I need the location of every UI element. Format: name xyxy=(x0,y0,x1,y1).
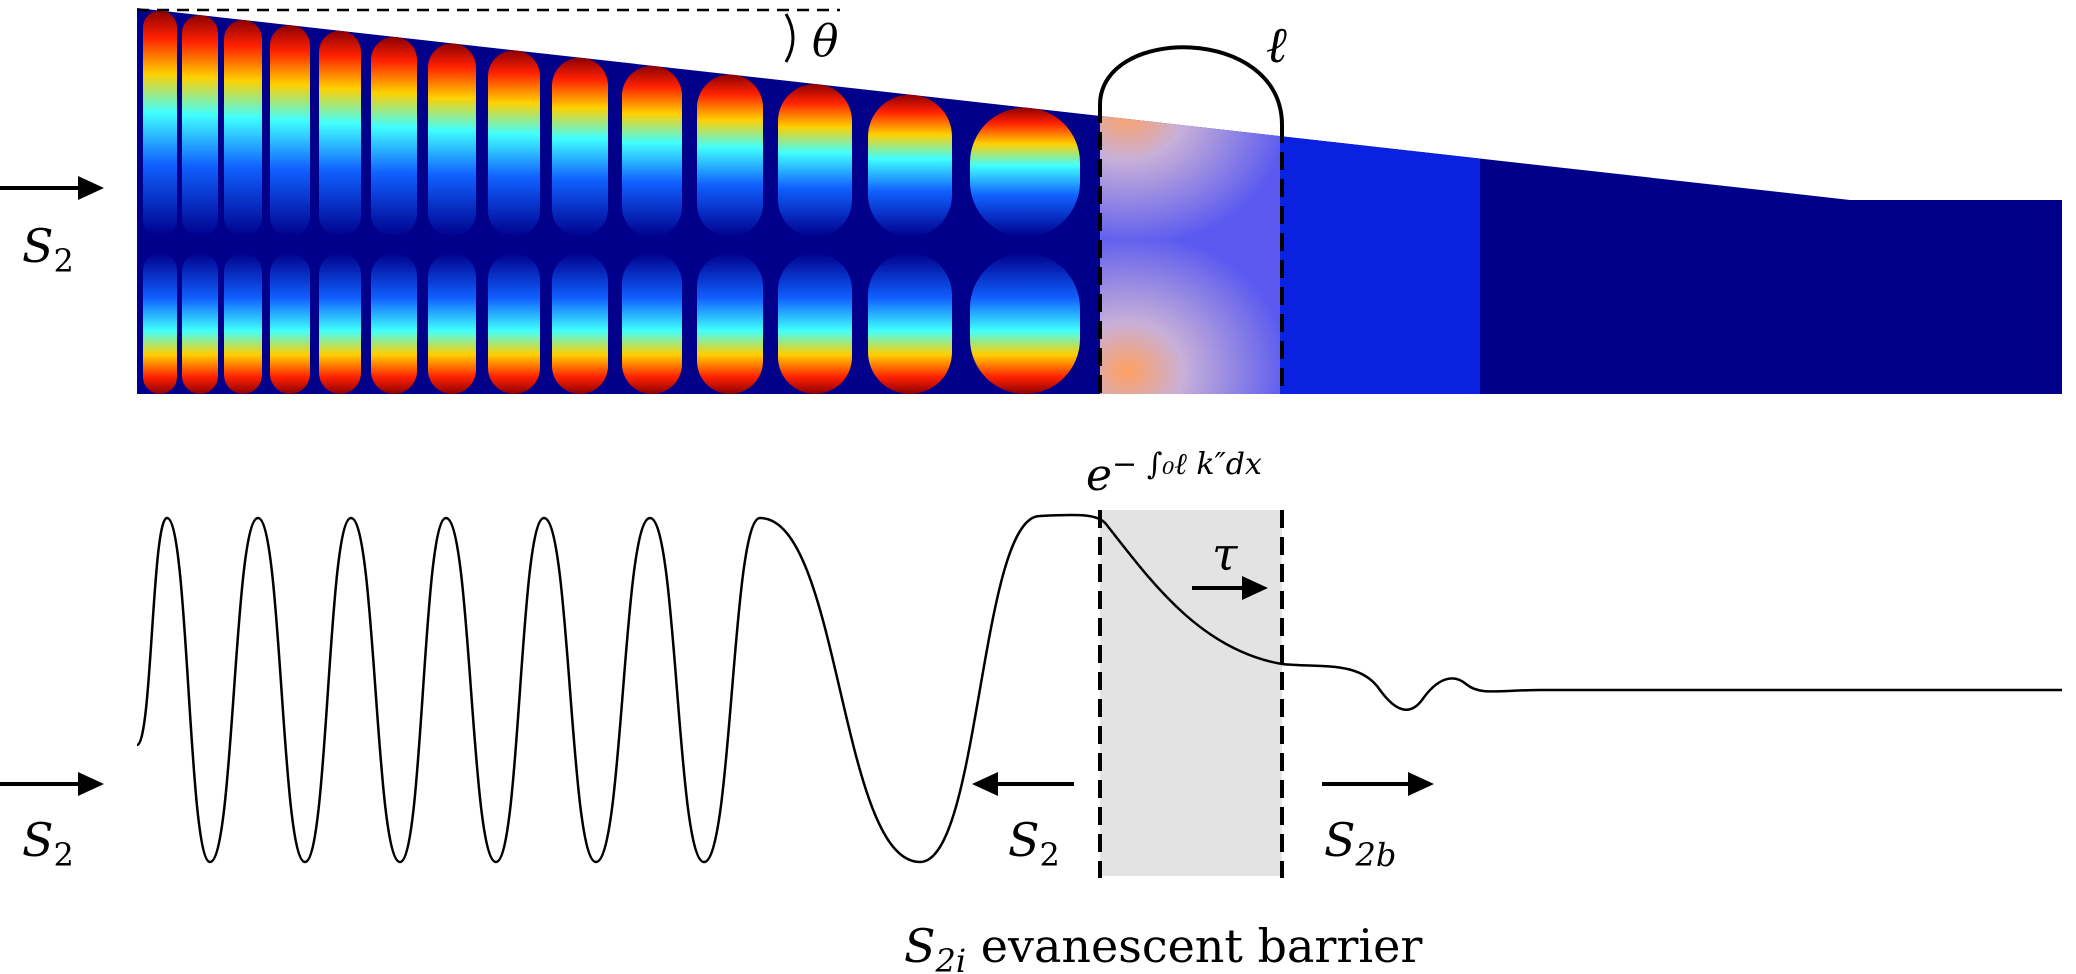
field-lobe-lower xyxy=(182,253,218,394)
field-lobe-lower xyxy=(270,253,310,394)
decay-factor-label: e− ∫₀ℓ k″dx xyxy=(1086,447,1262,501)
field-lobe-upper xyxy=(182,15,218,238)
input-mode-label-top: S2 xyxy=(22,219,74,280)
barrier-caption: S2i evanescent barrier xyxy=(904,919,1422,974)
right-arrow-icon xyxy=(1322,772,1434,796)
field-lobe-lower xyxy=(428,253,476,394)
field-lobe-lower xyxy=(868,253,952,394)
barrier-field-bottom-lobe xyxy=(1100,240,1280,394)
field-lobe-upper xyxy=(697,74,763,237)
transmitted-field-region xyxy=(1280,120,1480,394)
field-lobe-lower xyxy=(622,253,682,394)
input-mode-label-bottom: S2 xyxy=(22,813,74,874)
right-arrow-icon xyxy=(0,772,104,796)
field-lobe-upper xyxy=(552,57,608,237)
field-lobe-upper xyxy=(970,107,1080,238)
field-lobe-upper xyxy=(270,25,310,237)
tunneling-time-label: τ xyxy=(1212,527,1239,581)
right-arrow-icon xyxy=(1192,576,1268,600)
field-lobe-lower xyxy=(371,253,417,394)
right-arrow-icon xyxy=(0,176,104,200)
field-lobe-upper xyxy=(778,83,852,237)
angle-arc xyxy=(784,13,795,63)
length-arc xyxy=(1098,45,1284,126)
reflected-mode-label: S2 xyxy=(1008,813,1060,874)
field-lobe-upper xyxy=(622,65,682,237)
field-lobe-upper xyxy=(488,50,540,237)
evanescent-barrier-region xyxy=(1100,510,1282,876)
left-arrow-icon xyxy=(972,772,1074,796)
field-lobe-upper xyxy=(224,19,262,238)
field-lobe-lower xyxy=(778,253,852,394)
field-lobe-lower xyxy=(319,253,361,394)
mode-amplitude-curve xyxy=(135,513,2062,864)
field-lobe-lower xyxy=(697,253,763,394)
transmitted-mode-label: S2b xyxy=(1324,813,1396,874)
field-lobe-upper xyxy=(319,30,361,237)
field-lobe-upper xyxy=(868,94,952,237)
field-lobe-lower xyxy=(143,253,177,394)
field-lobe-lower xyxy=(488,253,540,394)
field-lobe-lower xyxy=(970,253,1080,394)
length-label: ℓ xyxy=(1266,16,1287,74)
angle-label: θ xyxy=(812,16,839,67)
field-lobe-upper xyxy=(428,43,476,237)
barrier-field-top-lobe xyxy=(1100,90,1280,240)
field-lobe-lower xyxy=(224,253,262,394)
field-lobe-lower xyxy=(552,253,608,394)
field-lobe-upper xyxy=(143,10,177,238)
field-lobe-upper xyxy=(371,36,417,237)
